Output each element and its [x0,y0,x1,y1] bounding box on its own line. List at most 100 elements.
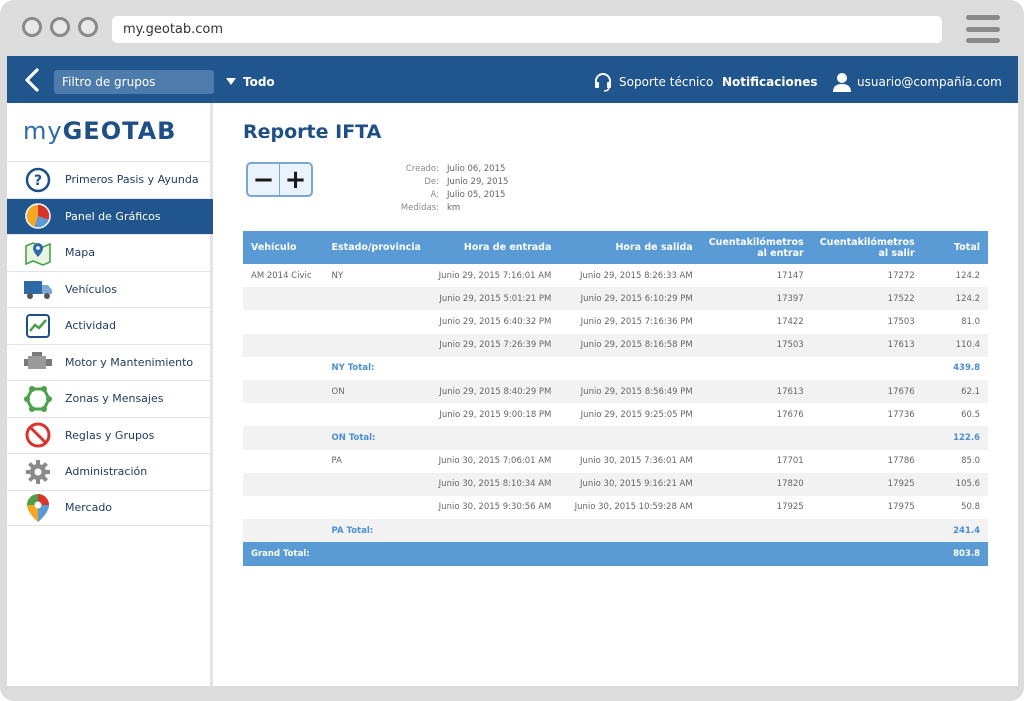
column-header-odometer-out[interactable]: Cuentakilómetros al salir [811,231,923,264]
browser-chrome: my.geotab.com [0,0,1024,56]
sidebar-item-label: Mapa [65,246,95,260]
sidebar-item-label: Primeros Pasis y Ayunda [65,173,199,187]
window-close-button[interactable] [22,17,42,37]
cell-state [323,333,429,357]
cell-total: 124.2 [955,270,980,281]
sidebar-item-dashboard[interactable]: Panel de Gráficos [7,197,213,234]
sidebar-item-rules[interactable]: Reglas y Grupos [7,416,213,454]
sidebar-item-activity[interactable]: Actividad [7,307,213,344]
marketplace-pin-icon [23,493,53,523]
cell-odometer-in: 17820 [700,472,812,496]
cell-entry-time: Junio 29, 2015 5:01:21 PM [428,287,560,311]
cell-exit-time: Junio 30, 2015 9:16:21 AM [559,472,701,496]
sidebar-item-engine[interactable]: Motor y Mantenimiento [7,343,213,381]
cell-exit-time: Junio 29, 2015 8:16:58 PM [559,333,701,357]
column-header-line: al entrar [757,247,804,259]
cell-odometer-in: 17613 [700,379,812,404]
cell-entry-time: Junio 30, 2015 8:10:34 AM [428,472,560,496]
cell-total: 62.1 [922,379,988,404]
column-header-state[interactable]: Estado/provincia [323,231,429,264]
cell-total: 105.6 [922,472,988,496]
address-bar[interactable]: my.geotab.com [112,16,942,43]
window-minimize-button[interactable] [50,17,70,37]
page-title: Reporte IFTA [243,121,382,143]
cell-odometer-in: 17676 [776,409,804,420]
subtotal-label: NY Total: [331,363,375,374]
zoom-out-button[interactable]: − [252,164,275,195]
window-maximize-button[interactable] [78,17,98,37]
map-icon [23,238,53,268]
logo-my: my [23,117,63,145]
sidebar-item-help[interactable]: ? Primeros Pasis y Ayunda [7,161,213,198]
window-controls [22,17,98,37]
gear-icon [23,457,53,487]
sidebar-nav: ? Primeros Pasis y Ayunda Panel de Gráfi… [7,161,213,526]
cell-exit-time: Junio 30, 2015 7:36:01 AM [579,456,693,467]
cell-vehicle [243,450,324,473]
subtotal-value: 122.6 [922,426,988,450]
pie-chart-icon [23,201,53,231]
cell-odometer-in: 17397 [700,287,812,311]
cell-total: 81.0 [961,316,980,327]
subtotal-row: NY Total: 439.8 [243,357,988,380]
zoom-in-button[interactable]: + [279,164,311,195]
subtotal-value: 439.8 [953,363,980,374]
cell-odometer-out: 17925 [811,472,923,496]
meta-value: Junio 29, 2015 [447,177,509,187]
meta-key: Creado: [405,164,439,174]
cell-state: PA [331,456,342,467]
cell-vehicle [243,379,324,404]
zone-icon [23,384,53,414]
truck-icon [23,274,53,304]
mygeotab-logo[interactable]: myGEOTAB [23,117,176,145]
meta-row: A: Julio 05, 2015 [393,189,508,202]
back-arrow-icon[interactable] [23,68,43,92]
table-row: PA Junio 30, 2015 7:06:01 AM Junio 30, 201… [243,450,988,473]
cell-state: ON [323,379,429,404]
cell-exit-time: Junio 29, 2015 6:10:29 PM [559,287,701,311]
sidebar-item-label: Panel de Gráficos [65,209,161,223]
sidebar-item-label: Mercado [65,501,113,515]
cell-vehicle [243,287,324,311]
sidebar-item-vehicles[interactable]: Vehículos [7,270,213,308]
cell-vehicle [243,472,324,496]
subtotal-row: ON Total: 122.6 [243,426,988,450]
notifications-link[interactable]: Notificaciones [722,75,818,89]
sidebar-item-label: Reglas y Grupos [65,428,155,442]
subtotal-label: PA Total: [323,519,923,543]
cell-vehicle: AM 2014 Civic [251,270,312,281]
cell-exit-time: Junio 29, 2015 7:16:36 PM [580,316,693,327]
browser-menu-icon[interactable] [966,15,1000,43]
table-row: Junio 30, 2015 8:10:34 AM Junio 30, 2015 … [243,472,988,496]
column-header-total[interactable]: Total [922,231,988,264]
column-header-exit[interactable]: Hora de salida [559,231,701,264]
table-row: ON Junio 29, 2015 8:40:29 PM Junio 29, 201… [243,379,988,404]
cell-odometer-in: 17701 [776,456,804,467]
meta-row: De: Junio 29, 2015 [393,176,508,189]
column-header-vehicle[interactable]: Vehículo [243,231,324,264]
cell-entry-time: Junio 30, 2015 9:30:56 AM [438,502,552,513]
table-body: AM 2014 Civic NY Junio 29, 2015 7:16:01 AM… [243,264,988,543]
cell-odometer-out: 17522 [811,287,923,311]
column-header-odometer-in[interactable]: Cuentakilómetros al entrar [700,231,812,264]
support-link[interactable]: Soporte técnico [593,70,713,94]
cell-entry-time: Junio 29, 2015 6:40:32 PM [439,316,552,327]
cell-odometer-out: 17975 [887,502,915,513]
cell-state: NY [331,270,344,281]
cell-odometer-in: 17147 [776,270,804,281]
meta-key: Medidas: [400,203,439,213]
sidebar-item-admin[interactable]: Administración [7,453,213,490]
sidebar-item-zones[interactable]: Zonas y Mensajes [7,380,213,417]
headset-icon [595,73,611,92]
group-selector[interactable]: Todo [226,70,275,94]
group-selector-label: Todo [243,75,275,89]
column-header-entry[interactable]: Hora de entrada [428,231,560,264]
sidebar-item-map[interactable]: Mapa [7,234,213,271]
grand-total-row: Grand Total: 803.8 [243,542,988,567]
sidebar-item-marketplace[interactable]: Mercado [7,489,213,526]
cell-entry-time: Junio 29, 2015 7:16:01 AM [438,270,552,281]
group-filter-input[interactable]: Filtro de grupos [54,70,214,94]
sidebar-item-label: Zonas y Mensajes [65,392,164,406]
chevron-down-icon [226,78,236,85]
user-menu[interactable]: usuario@compañía.com [833,70,1002,94]
